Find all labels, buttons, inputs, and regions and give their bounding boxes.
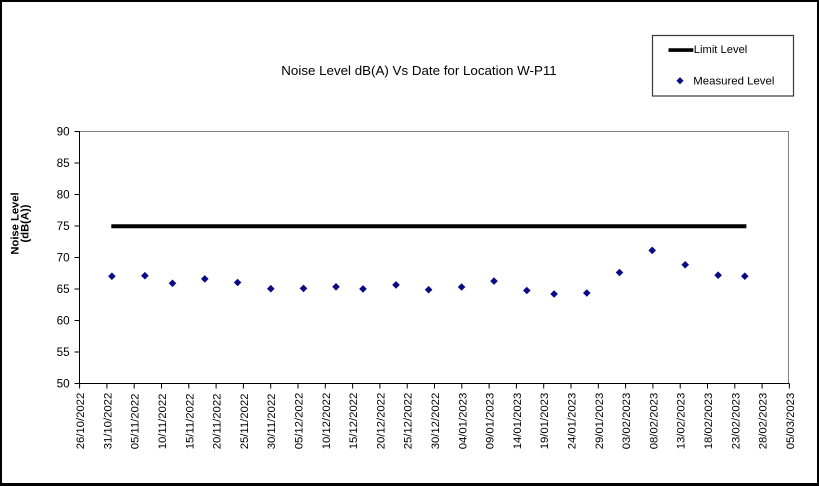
svg-text:05/03/2023: 05/03/2023 xyxy=(785,393,797,450)
svg-text:Noise Level dB(A) Vs Date for: Noise Level dB(A) Vs Date for Location W… xyxy=(281,63,556,78)
svg-text:85: 85 xyxy=(57,157,71,170)
svg-text:25/12/2022: 25/12/2022 xyxy=(403,393,415,450)
svg-text:(dB(A)): (dB(A)) xyxy=(20,204,32,242)
svg-text:55: 55 xyxy=(57,346,71,359)
svg-text:13/02/2023: 13/02/2023 xyxy=(676,393,688,450)
svg-text:Limit Level: Limit Level xyxy=(694,44,747,56)
svg-text:70: 70 xyxy=(57,252,71,265)
svg-text:08/02/2023: 08/02/2023 xyxy=(648,393,660,450)
svg-text:15/12/2022: 15/12/2022 xyxy=(348,393,360,450)
svg-text:05/12/2022: 05/12/2022 xyxy=(294,393,306,450)
svg-text:18/02/2023: 18/02/2023 xyxy=(703,393,715,450)
svg-text:31/10/2022: 31/10/2022 xyxy=(102,393,114,450)
svg-text:60: 60 xyxy=(57,315,71,328)
svg-text:25/11/2022: 25/11/2022 xyxy=(239,394,251,450)
svg-text:05/11/2022: 05/11/2022 xyxy=(130,394,142,450)
svg-text:26/10/2022: 26/10/2022 xyxy=(75,393,87,450)
svg-text:65: 65 xyxy=(57,283,71,296)
svg-text:10/11/2022: 10/11/2022 xyxy=(157,394,169,450)
svg-text:23/02/2023: 23/02/2023 xyxy=(730,393,742,450)
svg-text:Measured Level: Measured Level xyxy=(693,76,774,88)
svg-text:30/12/2022: 30/12/2022 xyxy=(430,393,442,450)
svg-text:03/02/2023: 03/02/2023 xyxy=(621,393,633,450)
svg-text:04/01/2023: 04/01/2023 xyxy=(457,393,469,450)
svg-text:19/01/2023: 19/01/2023 xyxy=(539,393,551,450)
svg-text:30/11/2022: 30/11/2022 xyxy=(266,394,278,450)
svg-text:50: 50 xyxy=(57,378,71,391)
svg-text:75: 75 xyxy=(57,220,71,233)
svg-text:20/11/2022: 20/11/2022 xyxy=(212,394,224,450)
svg-text:80: 80 xyxy=(57,189,71,202)
svg-text:24/01/2023: 24/01/2023 xyxy=(567,393,579,450)
svg-text:20/12/2022: 20/12/2022 xyxy=(375,393,387,450)
svg-text:10/12/2022: 10/12/2022 xyxy=(321,393,333,450)
svg-text:09/01/2023: 09/01/2023 xyxy=(485,393,497,450)
svg-text:15/11/2022: 15/11/2022 xyxy=(184,394,196,450)
svg-text:28/02/2023: 28/02/2023 xyxy=(758,393,770,450)
svg-text:14/01/2023: 14/01/2023 xyxy=(512,393,524,450)
svg-text:Noise Level: Noise Level xyxy=(10,192,22,254)
svg-text:29/01/2023: 29/01/2023 xyxy=(594,393,606,450)
svg-text:90: 90 xyxy=(57,126,71,139)
